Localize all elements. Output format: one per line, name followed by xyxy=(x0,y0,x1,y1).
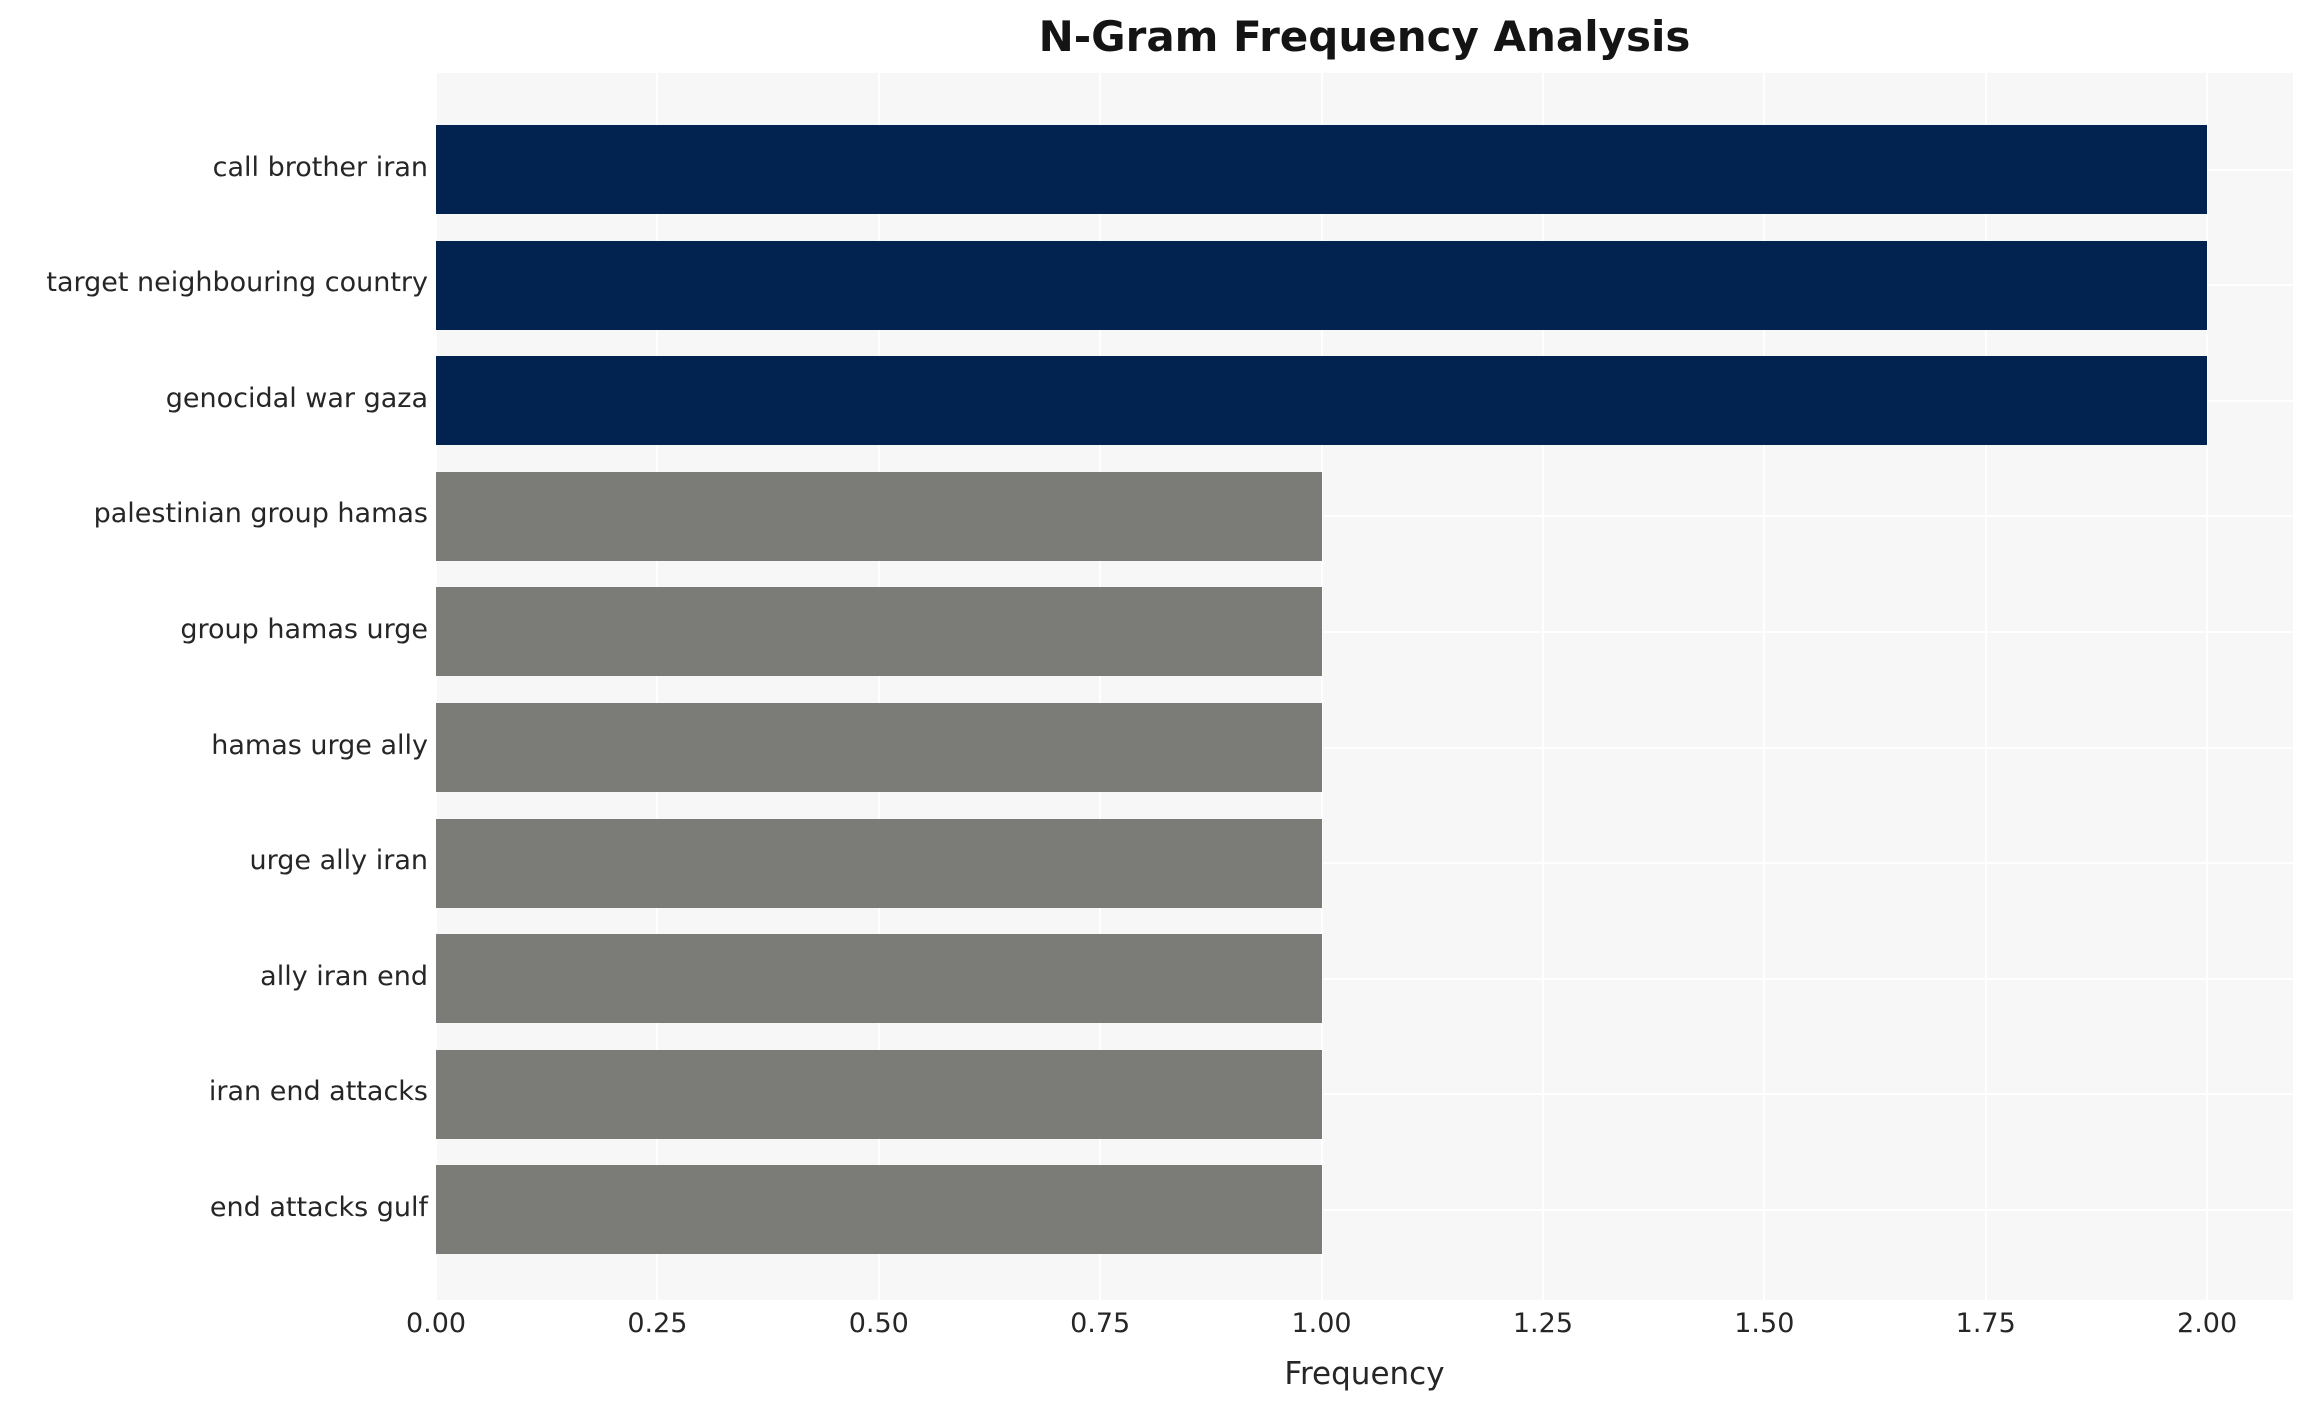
gridline-horizontal xyxy=(436,977,2293,980)
bar xyxy=(436,587,1322,677)
category-label: group hamas urge xyxy=(180,613,428,645)
gridline-vertical xyxy=(1099,73,1102,1300)
bar xyxy=(436,125,2208,214)
x-tick-label: 1.75 xyxy=(1955,1308,2016,1339)
x-tick-label: 2.00 xyxy=(2177,1308,2238,1339)
bar xyxy=(436,356,2208,446)
gridline-horizontal xyxy=(436,630,2293,633)
chart-title: N-Gram Frequency Analysis xyxy=(1038,12,1691,61)
gridline-horizontal xyxy=(436,1093,2293,1096)
bar xyxy=(436,471,1322,561)
bar xyxy=(436,934,1322,1024)
category-label: end attacks gulf xyxy=(209,1191,428,1223)
x-tick-label: 1.00 xyxy=(1291,1308,1352,1339)
category-label: iran end attacks xyxy=(208,1076,428,1108)
plot-area xyxy=(436,73,2293,1300)
x-tick-label: 1.50 xyxy=(1734,1308,1795,1339)
category-label: hamas urge ally xyxy=(211,729,428,761)
gridline-horizontal xyxy=(436,515,2293,518)
gridline-vertical xyxy=(877,73,880,1300)
category-label: urge ally iran xyxy=(249,845,428,877)
x-tick-label: 1.25 xyxy=(1512,1308,1573,1339)
gridline-vertical xyxy=(1763,73,1766,1300)
category-label: ally iran end xyxy=(260,960,428,992)
bar xyxy=(436,240,2208,330)
gridline-vertical xyxy=(1320,73,1323,1300)
gridline-horizontal xyxy=(436,862,2293,865)
bar xyxy=(436,703,1322,792)
bar xyxy=(436,1049,1322,1139)
gridline-vertical xyxy=(1541,73,1544,1300)
gridline-horizontal xyxy=(436,1208,2293,1211)
gridline-vertical xyxy=(436,73,437,1300)
gridline-vertical xyxy=(2206,73,2209,1300)
bar xyxy=(436,818,1322,908)
x-tick-label: 0.50 xyxy=(848,1308,909,1339)
x-tick-label: 0.00 xyxy=(405,1308,467,1339)
gridline-horizontal xyxy=(436,746,2293,749)
category-label: genocidal war gaza xyxy=(165,382,428,414)
category-label: target neighbouring country xyxy=(46,267,428,299)
category-label: call brother iran xyxy=(212,151,428,183)
gridline-vertical xyxy=(1984,73,1987,1300)
gridline-vertical xyxy=(656,73,659,1300)
x-tick-label: 0.75 xyxy=(1070,1308,1131,1339)
x-tick-label: 0.25 xyxy=(627,1308,688,1339)
x-axis-label: Frequency xyxy=(1284,1356,1445,1392)
category-label: palestinian group hamas xyxy=(93,498,428,530)
bar xyxy=(436,1165,1322,1255)
